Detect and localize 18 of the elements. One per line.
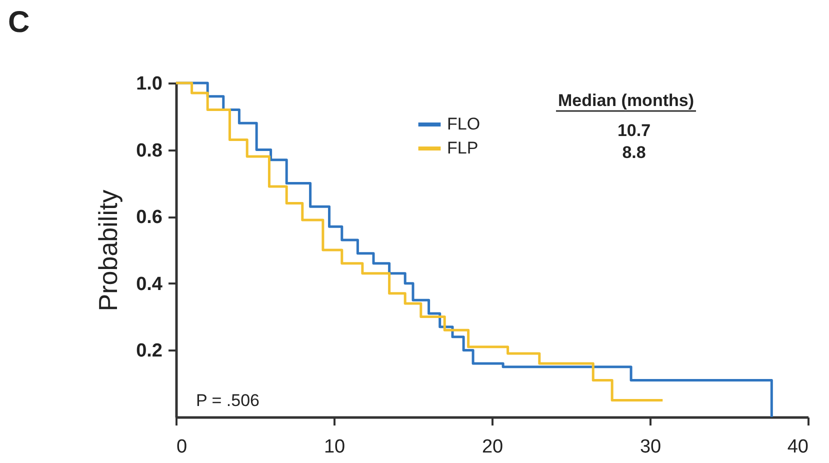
y-axis-title: Probability	[93, 190, 124, 312]
annotation: Median (months)	[558, 91, 694, 110]
y-tick-label: 0.6	[136, 207, 162, 228]
x-tick-label: 10	[324, 436, 346, 458]
chart-title: C	[8, 6, 30, 39]
y-tick-label: 0.4	[136, 274, 163, 295]
annotation: 8.8	[622, 143, 646, 162]
x-tick-label: 40	[787, 436, 808, 458]
x-tick-label: 30	[640, 436, 662, 458]
x-tick-label: 0	[176, 436, 188, 458]
annotation: 10.7	[617, 121, 651, 140]
annotation: P = .506	[196, 391, 260, 410]
y-tick-label: 1.0	[136, 74, 162, 94]
legend-label: FLO	[447, 114, 480, 134]
y-tick-label: 0.8	[136, 140, 162, 162]
legend-label: FLP	[447, 138, 478, 158]
y-tick-label: 0.2	[136, 340, 162, 362]
x-tick-label: 20	[482, 436, 504, 458]
